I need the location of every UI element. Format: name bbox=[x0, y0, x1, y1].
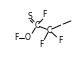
Text: C: C bbox=[47, 26, 52, 35]
Text: F: F bbox=[15, 33, 19, 42]
Text: F: F bbox=[39, 40, 44, 49]
Text: C: C bbox=[34, 21, 39, 30]
Text: O: O bbox=[25, 33, 30, 42]
Text: F: F bbox=[42, 10, 47, 19]
Text: F: F bbox=[58, 36, 62, 45]
Text: S: S bbox=[28, 12, 32, 21]
